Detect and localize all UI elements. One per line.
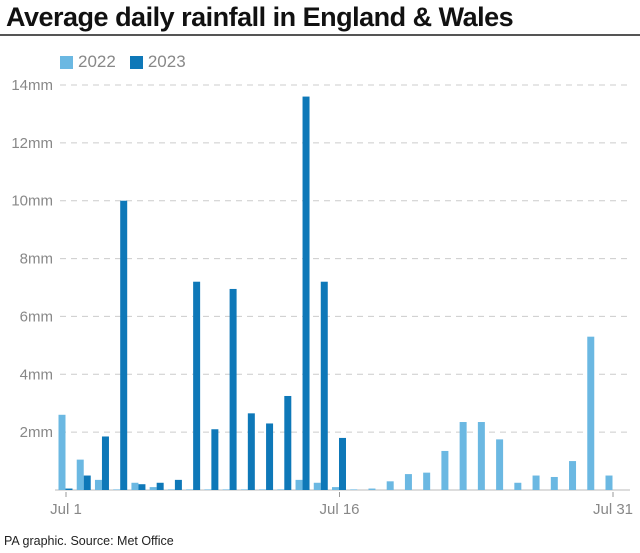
bar-2023-jul-11 bbox=[247, 413, 255, 490]
title-rule bbox=[0, 34, 640, 36]
bar-2022-jul-7 bbox=[167, 489, 175, 490]
bar-2022-jul-27 bbox=[532, 475, 540, 490]
bar-2023-jul-15 bbox=[320, 281, 328, 490]
legend-item-2023: 2023 bbox=[129, 52, 186, 72]
y-tick-label: 14mm bbox=[11, 77, 53, 94]
bar-2023-jul-2 bbox=[83, 475, 91, 490]
bar-2022-jul-28 bbox=[550, 476, 558, 490]
bar-2022-jul-15 bbox=[313, 482, 321, 490]
bar-2022-jul-3 bbox=[94, 479, 102, 490]
y-tick-label: 8mm bbox=[20, 251, 53, 268]
bar-2023-jul-12 bbox=[266, 423, 274, 490]
y-tick-label: 4mm bbox=[20, 366, 53, 383]
bar-2022-jul-11 bbox=[240, 489, 248, 490]
bar-2023-jul-14 bbox=[302, 96, 310, 491]
bar-2022-jul-23 bbox=[459, 422, 467, 490]
y-tick-label: 12mm bbox=[11, 135, 53, 152]
bar-2023-jul-8 bbox=[193, 281, 201, 490]
bar-2022-jul-1 bbox=[58, 414, 66, 490]
bar-2022-jul-22 bbox=[441, 450, 449, 490]
bar-2022-jul-2 bbox=[76, 459, 84, 490]
bar-2023-jul-16 bbox=[339, 437, 346, 490]
bar-2022-jul-26 bbox=[514, 482, 522, 490]
bar-2022-jul-18 bbox=[368, 488, 376, 490]
source-note: PA graphic. Source: Met Office bbox=[4, 534, 174, 548]
bar-2022-jul-6 bbox=[149, 487, 157, 490]
bar-2023-jul-3 bbox=[101, 436, 109, 490]
bar-2023-jul-5 bbox=[138, 484, 146, 490]
bar-2022-jul-12 bbox=[259, 489, 267, 490]
bar-2022-jul-10 bbox=[222, 489, 230, 490]
bar-2022-jul-17 bbox=[350, 489, 358, 490]
legend-item-2022: 2022 bbox=[60, 52, 116, 72]
bar-2022-jul-13 bbox=[277, 489, 285, 490]
y-tick-label: 2mm bbox=[20, 424, 53, 441]
x-tick-label: Jul 31 bbox=[593, 501, 633, 518]
bar-2023-jul-1 bbox=[65, 488, 73, 490]
bar-2022-jul-9 bbox=[204, 489, 212, 490]
bar-2022-jul-16 bbox=[332, 487, 339, 490]
bar-2023-jul-9 bbox=[211, 429, 219, 490]
legend-swatch-2022 bbox=[60, 55, 73, 69]
chart-title: Average daily rainfall in England & Wale… bbox=[6, 2, 514, 32]
bar-2022-jul-30 bbox=[587, 336, 595, 490]
legend-label-2023: 2023 bbox=[147, 52, 186, 71]
bar-2022-jul-29 bbox=[569, 461, 577, 490]
bar-2022-jul-25 bbox=[496, 439, 504, 490]
bar-2022-jul-24 bbox=[477, 422, 485, 490]
y-tick-label: 10mm bbox=[11, 193, 53, 210]
bar-2022-jul-20 bbox=[404, 474, 412, 490]
legend-swatch-2023 bbox=[129, 55, 143, 69]
bar-2022-jul-14 bbox=[295, 479, 303, 490]
bar-2023-jul-6 bbox=[156, 482, 164, 490]
bar-2022-jul-21 bbox=[423, 472, 431, 490]
bar-2022-jul-8 bbox=[186, 489, 194, 490]
bar-2023-jul-4 bbox=[120, 200, 128, 490]
bar-2022-jul-31 bbox=[605, 475, 613, 490]
bar-2022-jul-5 bbox=[131, 482, 139, 490]
legend-label-2022: 2022 bbox=[78, 52, 116, 71]
x-tick-label: Jul 16 bbox=[319, 501, 359, 518]
y-tick-label: 6mm bbox=[20, 308, 53, 325]
x-tick-label: Jul 1 bbox=[50, 501, 82, 518]
legend: 2022 2023 bbox=[60, 52, 186, 72]
bar-2022-jul-19 bbox=[386, 481, 394, 490]
bar-2023-jul-13 bbox=[284, 395, 292, 490]
bar-2023-jul-7 bbox=[174, 479, 182, 490]
bar-2022-jul-4 bbox=[113, 489, 121, 490]
bar-2023-jul-10 bbox=[229, 288, 237, 490]
